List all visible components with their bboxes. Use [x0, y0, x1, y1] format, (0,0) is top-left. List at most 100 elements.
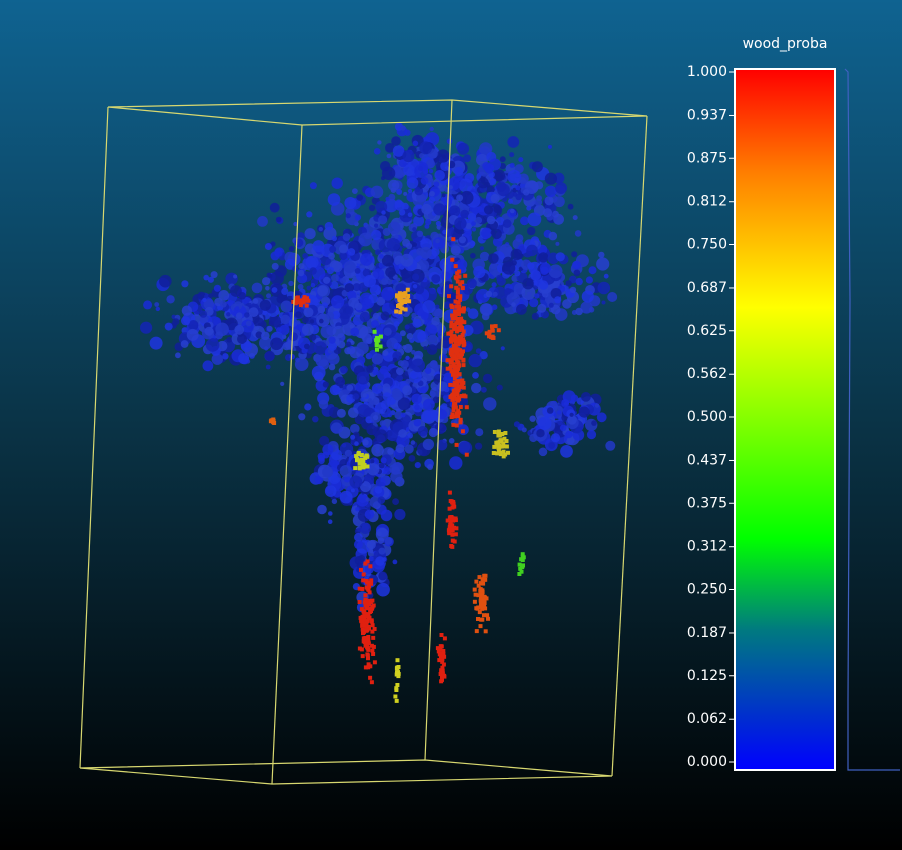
- wood-point: [502, 454, 506, 458]
- point: [538, 417, 551, 430]
- wood-point: [455, 424, 459, 428]
- point: [270, 203, 280, 213]
- wood-point: [449, 338, 453, 342]
- point: [344, 197, 356, 209]
- wood-point: [461, 381, 465, 385]
- point: [408, 189, 412, 193]
- wood-point: [359, 459, 363, 463]
- point: [360, 312, 370, 322]
- point: [433, 237, 445, 249]
- wood-point: [396, 304, 400, 308]
- wood-point: [393, 695, 397, 699]
- point: [484, 164, 494, 174]
- point: [257, 216, 268, 227]
- wood-point: [449, 544, 453, 548]
- point: [449, 438, 455, 444]
- point: [233, 275, 237, 279]
- wood-point: [506, 451, 510, 455]
- point: [430, 191, 435, 196]
- wood-point: [450, 258, 454, 262]
- point: [411, 359, 425, 373]
- point: [312, 416, 318, 422]
- point: [509, 152, 514, 157]
- point: [409, 455, 416, 462]
- wood-point: [475, 629, 479, 633]
- point: [316, 354, 329, 367]
- wood-point: [366, 665, 370, 669]
- wood-point: [373, 660, 377, 664]
- wood-point: [370, 630, 374, 634]
- point: [405, 356, 409, 360]
- point: [276, 217, 282, 223]
- wood-point: [455, 358, 459, 362]
- point: [166, 295, 174, 303]
- point: [396, 278, 400, 282]
- point: [565, 431, 572, 438]
- point: [411, 394, 422, 405]
- point: [387, 430, 398, 441]
- point: [391, 136, 401, 146]
- point: [402, 150, 414, 162]
- wood-point: [397, 665, 401, 669]
- wood-point: [366, 656, 370, 660]
- wood-point: [306, 299, 310, 303]
- wood-point: [480, 588, 484, 592]
- point: [441, 403, 448, 410]
- point: [369, 205, 375, 211]
- point: [478, 177, 489, 188]
- point: [449, 205, 460, 216]
- tick-label: 0.812: [687, 194, 727, 210]
- point: [272, 287, 278, 293]
- wood-point: [462, 330, 466, 334]
- point: [472, 227, 476, 231]
- point: [433, 203, 445, 215]
- point: [175, 352, 181, 358]
- point: [376, 583, 390, 597]
- point: [407, 333, 414, 340]
- point: [483, 397, 496, 410]
- wood-point: [371, 605, 375, 609]
- point: [500, 156, 506, 162]
- point: [431, 274, 440, 283]
- point: [379, 463, 385, 469]
- page: {"colorbar": {"title": "wood_proba", "ti…: [0, 0, 902, 850]
- point: [350, 328, 359, 337]
- point: [236, 312, 243, 319]
- point: [355, 214, 361, 220]
- point: [353, 393, 360, 400]
- point: [429, 428, 438, 437]
- tick-label: 0.250: [687, 582, 727, 598]
- point: [280, 382, 284, 386]
- point: [582, 290, 594, 302]
- point: [527, 227, 535, 235]
- point: [357, 372, 370, 385]
- point: [554, 296, 561, 303]
- point: [398, 429, 407, 438]
- point: [159, 275, 172, 288]
- wood-point: [452, 526, 456, 530]
- point: [267, 326, 273, 332]
- point: [388, 222, 401, 235]
- wood-point: [459, 420, 463, 424]
- wood-point: [360, 453, 364, 457]
- point: [363, 439, 369, 445]
- point: [532, 313, 539, 320]
- point: [562, 299, 572, 309]
- point: [346, 342, 352, 348]
- point: [249, 307, 259, 317]
- point: [467, 278, 477, 288]
- wood-point: [450, 358, 454, 362]
- scale-title: wood_proba: [743, 36, 828, 52]
- point: [226, 312, 230, 316]
- point: [187, 329, 199, 341]
- point: [396, 375, 403, 382]
- wood-point: [496, 446, 500, 450]
- point: [508, 199, 513, 204]
- point: [389, 464, 399, 474]
- point: [331, 274, 339, 282]
- point: [427, 344, 438, 355]
- point: [215, 323, 229, 337]
- point: [371, 444, 384, 457]
- point: [473, 266, 485, 278]
- point: [475, 217, 482, 224]
